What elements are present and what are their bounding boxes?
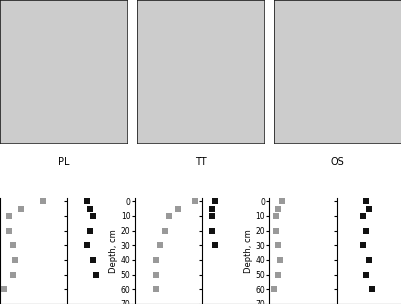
Point	[275, 206, 281, 211]
Point	[87, 228, 93, 233]
Point	[166, 214, 172, 219]
Point	[359, 214, 366, 219]
Point	[90, 257, 96, 262]
Point	[209, 214, 215, 219]
Y-axis label: Depth, cm: Depth, cm	[244, 229, 253, 273]
Point	[157, 243, 164, 248]
Point	[273, 214, 279, 219]
Point	[369, 287, 375, 292]
Point	[153, 272, 159, 277]
Point	[275, 272, 281, 277]
Point	[5, 228, 12, 233]
Point	[12, 257, 18, 262]
Point	[10, 243, 16, 248]
Point	[1, 287, 8, 292]
Point	[191, 199, 198, 204]
Point	[209, 206, 215, 211]
Point	[153, 287, 159, 292]
Point	[209, 228, 215, 233]
Point	[153, 257, 159, 262]
Point	[10, 272, 16, 277]
Point	[18, 206, 24, 211]
Point	[271, 287, 277, 292]
Point	[212, 199, 218, 204]
Point	[366, 206, 372, 211]
Point	[359, 243, 366, 248]
Text: OS: OS	[331, 157, 344, 167]
Point	[83, 243, 90, 248]
Point	[93, 272, 99, 277]
Point	[174, 206, 181, 211]
Point	[363, 272, 369, 277]
Point	[279, 199, 286, 204]
Point	[275, 243, 281, 248]
Point	[277, 257, 284, 262]
Y-axis label: Depth, cm: Depth, cm	[109, 229, 118, 273]
Point	[366, 257, 372, 262]
Point	[273, 228, 279, 233]
Point	[87, 206, 93, 211]
Point	[5, 214, 12, 219]
Point	[162, 228, 168, 233]
Point	[212, 243, 218, 248]
Point	[40, 199, 46, 204]
Text: TT: TT	[195, 157, 206, 167]
Point	[363, 228, 369, 233]
Point	[363, 199, 369, 204]
Point	[90, 214, 96, 219]
Text: PL: PL	[58, 157, 69, 167]
Point	[83, 199, 90, 204]
